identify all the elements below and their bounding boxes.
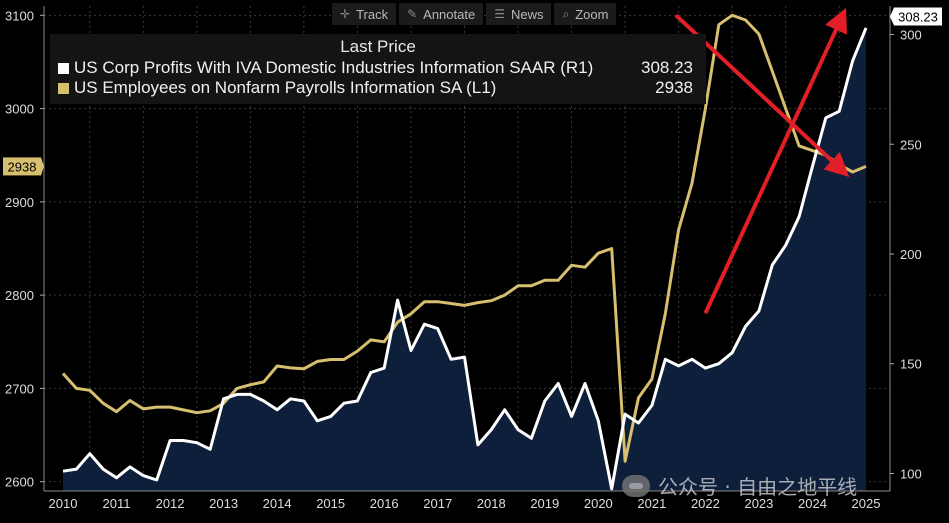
right-tick-label: 100 [900, 466, 922, 481]
x-tick-label: 2025 [852, 496, 881, 511]
left-tag-label: 2938 [8, 159, 37, 174]
legend: Last Price US Corp Profits With IVA Dome… [50, 34, 706, 104]
news-label: News [510, 6, 544, 22]
x-tick-label: 2012 [156, 496, 185, 511]
legend-item-corp-profits: US Corp Profits With IVA Domestic Indust… [58, 58, 703, 78]
legend-series-name: US Employees on Nonfarm Payrolls Informa… [74, 78, 497, 97]
left-tick-label: 2900 [5, 195, 34, 210]
corp-profits-series-line [62, 27, 868, 491]
news-icon: ☰ [494, 7, 505, 21]
left-tag-bg [3, 157, 41, 176]
right-tag-label: 308.23 [898, 9, 938, 24]
annotate-button[interactable]: ✎ Annotate [399, 3, 484, 25]
x-tick-label: 2018 [477, 496, 506, 511]
watermark: 公众号 · 自由之地平线 [622, 471, 857, 500]
payrolls-series-line [61, 13, 867, 463]
chart-toolbar: ✛ Track ✎ Annotate ☰ News ⌕ Zoom [332, 3, 617, 25]
news-button[interactable]: ☰ News [486, 3, 552, 25]
right-tick-label: 200 [900, 247, 922, 262]
legend-series-name: US Corp Profits With IVA Domestic Indust… [74, 58, 594, 77]
left-tick-label: 2700 [5, 381, 34, 396]
x-tick-label: 2015 [316, 496, 345, 511]
legend-series-value: 2938 [655, 78, 693, 97]
right-tick-label: 250 [900, 137, 922, 152]
magnifier-icon: ⌕ [562, 6, 570, 21]
x-tick-label: 2024 [798, 496, 827, 511]
watermark-text: 公众号 · 自由之地平线 [658, 475, 858, 499]
right-last-value-tag: 308.23 [890, 7, 942, 26]
right-tag-bg [890, 7, 942, 26]
wechat-icon [622, 474, 650, 497]
annotation-arrow-1 [703, 7, 847, 315]
left-tick-label: 2600 [5, 475, 34, 490]
x-tick-label: 2021 [637, 496, 666, 511]
x-tick-label: 2019 [530, 496, 559, 511]
legend-series-value: 308.23 [641, 58, 693, 77]
legend-item-payrolls: US Employees on Nonfarm Payrolls Informa… [58, 78, 703, 98]
zoom-button[interactable]: ⌕ Zoom [554, 3, 617, 25]
x-tick-label: 2023 [744, 496, 773, 511]
x-tick-label: 2013 [209, 496, 238, 511]
left-tick-label: 3100 [5, 8, 34, 23]
pencil-icon: ✎ [407, 7, 418, 21]
right-tick-label: 150 [900, 357, 922, 372]
corp-profits-area [63, 27, 866, 492]
annotate-label: Annotate [423, 6, 476, 22]
x-tick-label: 2020 [584, 496, 613, 511]
track-label: Track [356, 6, 389, 22]
left-tick-label: 3000 [5, 102, 34, 117]
zoom-label: Zoom [575, 6, 609, 22]
legend-title: Last Price [340, 37, 416, 56]
x-tick-label: 2022 [691, 496, 720, 511]
left-last-value-tag: 2938 [3, 157, 44, 176]
x-tick-label: 2014 [263, 496, 292, 511]
x-tick-label: 2010 [49, 496, 78, 511]
crosshair-icon: ✛ [340, 7, 351, 21]
right-tick-label: 300 [900, 28, 922, 43]
left-tick-label: 2800 [5, 288, 34, 303]
x-tick-label: 2017 [423, 496, 452, 511]
legend-swatch [58, 83, 69, 94]
x-tick-label: 2011 [103, 496, 131, 511]
track-button[interactable]: ✛ Track [332, 3, 397, 25]
left-tag-pointer [41, 157, 44, 176]
x-tick-label: 2016 [370, 496, 399, 511]
legend-swatch [58, 63, 69, 74]
